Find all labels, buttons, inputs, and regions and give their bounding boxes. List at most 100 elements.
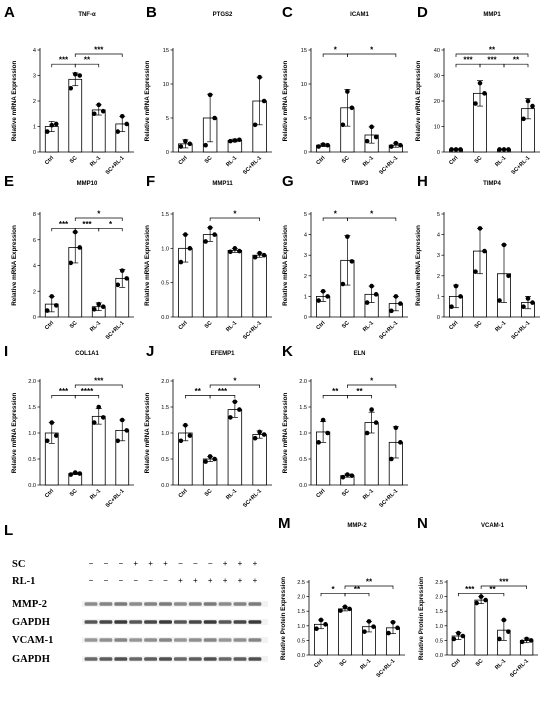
x-tick-label: RL-1 xyxy=(362,320,375,333)
data-point xyxy=(100,415,106,420)
data-point xyxy=(373,420,379,425)
blot-band xyxy=(188,620,202,624)
blot-band xyxy=(99,620,113,624)
y-tick-label: 4 xyxy=(437,233,440,239)
x-tick-label: SC+RL-1 xyxy=(105,488,126,509)
data-point xyxy=(398,301,403,306)
blot-band xyxy=(159,620,172,624)
x-tick-label: RL-1 xyxy=(362,155,375,168)
sig-label: *** xyxy=(59,56,69,65)
x-tick-label: SC+RL-1 xyxy=(242,320,263,341)
data-point xyxy=(72,470,78,475)
y-tick-label: 1 xyxy=(437,294,440,300)
treatment-sign: − xyxy=(89,559,94,568)
blot-band xyxy=(99,638,113,642)
y-tick-label: 2 xyxy=(33,99,36,105)
data-point xyxy=(237,248,242,254)
x-tick-label: SC xyxy=(204,320,214,330)
treatment-sign: − xyxy=(133,576,138,585)
blot-band xyxy=(248,602,262,606)
blot-band xyxy=(129,638,143,642)
data-point xyxy=(49,420,55,425)
y-tick-label: 0.5 xyxy=(28,457,36,463)
data-point xyxy=(232,399,238,405)
y-tick-label: 15 xyxy=(163,48,169,54)
blot-band xyxy=(84,602,98,606)
data-point xyxy=(124,121,130,127)
blot-band xyxy=(144,638,158,642)
y-tick-label: 0 xyxy=(437,315,440,321)
data-point xyxy=(449,304,454,310)
data-point xyxy=(525,98,531,104)
chart-title: COL1A1 xyxy=(75,351,99,357)
x-tick-label: RL-1 xyxy=(89,320,102,333)
data-point xyxy=(521,304,526,310)
data-point xyxy=(497,298,502,303)
y-tick-label: 0.5 xyxy=(297,638,305,644)
data-point xyxy=(349,473,355,478)
x-tick-label: SC xyxy=(341,320,351,330)
data-point xyxy=(345,472,350,477)
sig-label: *** xyxy=(94,46,104,55)
y-tick-label: 5 xyxy=(437,212,440,218)
y-axis-label: Relative mRNA Expression xyxy=(282,225,289,306)
panel-b: B PTGS2 Relative mRNA Expression 0 5 10 15 Ctrl… xyxy=(144,4,272,176)
data-point xyxy=(77,73,83,78)
treatment-sign: + xyxy=(253,559,258,568)
x-tick-label: SC+RL-1 xyxy=(378,155,399,176)
treatment-sign: − xyxy=(89,576,94,585)
y-tick-label: 4 xyxy=(304,233,307,239)
x-tick-label: SC+RL-1 xyxy=(511,155,532,176)
data-point xyxy=(340,281,346,287)
data-point xyxy=(477,226,483,231)
data-point xyxy=(483,597,488,603)
data-point xyxy=(506,629,511,634)
treatment-sign: + xyxy=(178,576,183,585)
sig-label: ** xyxy=(489,585,496,594)
sig-label: *** xyxy=(59,220,69,229)
data-point xyxy=(187,246,193,251)
chart-title: MMP-2 xyxy=(347,523,367,529)
treatment-sign: + xyxy=(148,559,153,568)
bar xyxy=(474,599,488,656)
treatment-sign: + xyxy=(193,576,198,585)
panel-letter: L xyxy=(4,522,13,539)
data-point xyxy=(252,254,258,260)
panel-g: G TIMP3 Relative mRNA Expression 0 1 2 3 4 5 Ctrl… xyxy=(282,173,408,341)
treatment-sign: + xyxy=(238,576,243,585)
data-point xyxy=(119,268,125,273)
x-tick-label: RL-1 xyxy=(362,488,375,501)
treatment-sign: + xyxy=(223,576,228,585)
y-tick-label: 5 xyxy=(304,116,307,122)
data-point xyxy=(366,619,372,624)
x-tick-label: Ctrl xyxy=(448,155,459,166)
data-point xyxy=(203,239,208,244)
data-point xyxy=(453,147,459,152)
y-axis-label: Relative mRNA Expression xyxy=(144,61,151,142)
sig-bracket xyxy=(74,63,100,68)
data-point xyxy=(203,459,208,464)
chart-title: ELN xyxy=(354,351,366,357)
y-tick-label: 3 xyxy=(33,74,36,80)
treatment-sign: − xyxy=(148,576,153,585)
blot-band xyxy=(188,657,202,661)
blot-band xyxy=(188,602,202,606)
data-point xyxy=(96,301,102,307)
y-tick-label: 5 xyxy=(304,212,307,218)
data-point xyxy=(49,294,55,299)
data-point xyxy=(369,283,374,289)
data-point xyxy=(389,144,394,149)
blot-band xyxy=(218,602,232,606)
blot-band xyxy=(233,657,247,661)
y-tick-label: 2 xyxy=(33,289,36,295)
data-point xyxy=(501,242,507,248)
y-tick-label: 0.0 xyxy=(435,653,443,659)
treatment-sign: − xyxy=(178,559,183,568)
sig-label: *** xyxy=(218,387,228,396)
sig-label: *** xyxy=(59,387,69,396)
y-axis-label: Relative mRNA Expression xyxy=(11,225,18,306)
x-tick-label: RL-1 xyxy=(494,320,507,333)
panel-letter: J xyxy=(146,343,154,360)
data-point xyxy=(96,404,102,410)
data-point xyxy=(460,633,466,639)
